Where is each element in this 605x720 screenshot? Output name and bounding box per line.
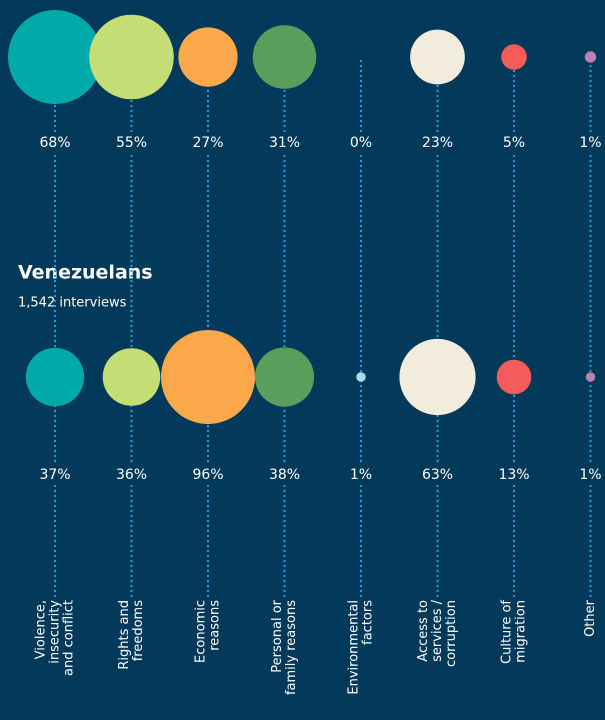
bubble (254, 347, 315, 407)
label-bg (186, 465, 230, 485)
category-label: services / (430, 599, 445, 661)
label-bg (568, 465, 605, 485)
category-label: and conflict (62, 600, 77, 676)
bubble (102, 348, 161, 406)
label-bg (186, 133, 230, 153)
value-label: 1% (350, 467, 372, 483)
value-label: 36% (116, 467, 147, 483)
category-label: Access to (416, 600, 431, 662)
value-label: 13% (498, 467, 529, 483)
label-bg (33, 465, 77, 485)
value-label: 5% (503, 135, 525, 151)
bubble (501, 44, 527, 70)
label-bg (109, 465, 154, 485)
bubble (178, 27, 238, 87)
series-subtitle: 1,542 interviews (18, 296, 127, 311)
series-title: Venezuelans (18, 262, 153, 284)
label-bg (262, 465, 307, 485)
category-label: Economic (194, 600, 209, 663)
label-bg (33, 133, 77, 153)
label-bg (568, 133, 605, 153)
value-label: 1% (579, 467, 601, 483)
value-label: 23% (422, 135, 453, 151)
label-bg (339, 465, 383, 485)
category-label: Violence, (34, 600, 49, 659)
label-bg (262, 133, 307, 153)
bubble (410, 29, 465, 85)
category-label: migration (514, 600, 529, 663)
category-label: corruption (444, 600, 459, 667)
value-label: 37% (39, 467, 70, 483)
label-bg (109, 133, 154, 153)
bubble (496, 359, 532, 395)
category-label: reasons (208, 600, 223, 651)
value-label: 1% (579, 135, 601, 151)
label-bg (492, 465, 536, 485)
label-bg (415, 133, 460, 153)
category-label: factors (361, 600, 376, 645)
category-label: freedoms (131, 600, 146, 662)
bubble (584, 51, 597, 63)
value-label: 63% (422, 467, 453, 483)
bubble (356, 372, 366, 382)
value-label: 96% (192, 467, 223, 483)
category-label: Rights and (117, 600, 132, 670)
category-label: Personal or (270, 599, 285, 672)
label-bg (415, 465, 460, 485)
bubble (89, 14, 174, 100)
bubble (585, 372, 596, 382)
category-label: Culture of (500, 600, 515, 664)
value-label: 31% (269, 135, 300, 151)
bubble (252, 25, 317, 89)
category-label: Environmental (347, 600, 362, 695)
value-label: 38% (269, 467, 300, 483)
label-bg (492, 133, 536, 153)
category-label: Other (583, 599, 598, 637)
value-label: 0% (350, 135, 372, 151)
value-label: 27% (192, 135, 223, 151)
bubble (25, 347, 85, 407)
bubble (8, 10, 102, 104)
category-label: insecurity (48, 600, 63, 664)
bubble (399, 338, 476, 416)
value-label: 68% (39, 135, 70, 151)
category-label: family reasons (284, 600, 299, 695)
value-label: 55% (116, 135, 147, 151)
bubble (161, 330, 255, 424)
label-bg (339, 133, 383, 153)
